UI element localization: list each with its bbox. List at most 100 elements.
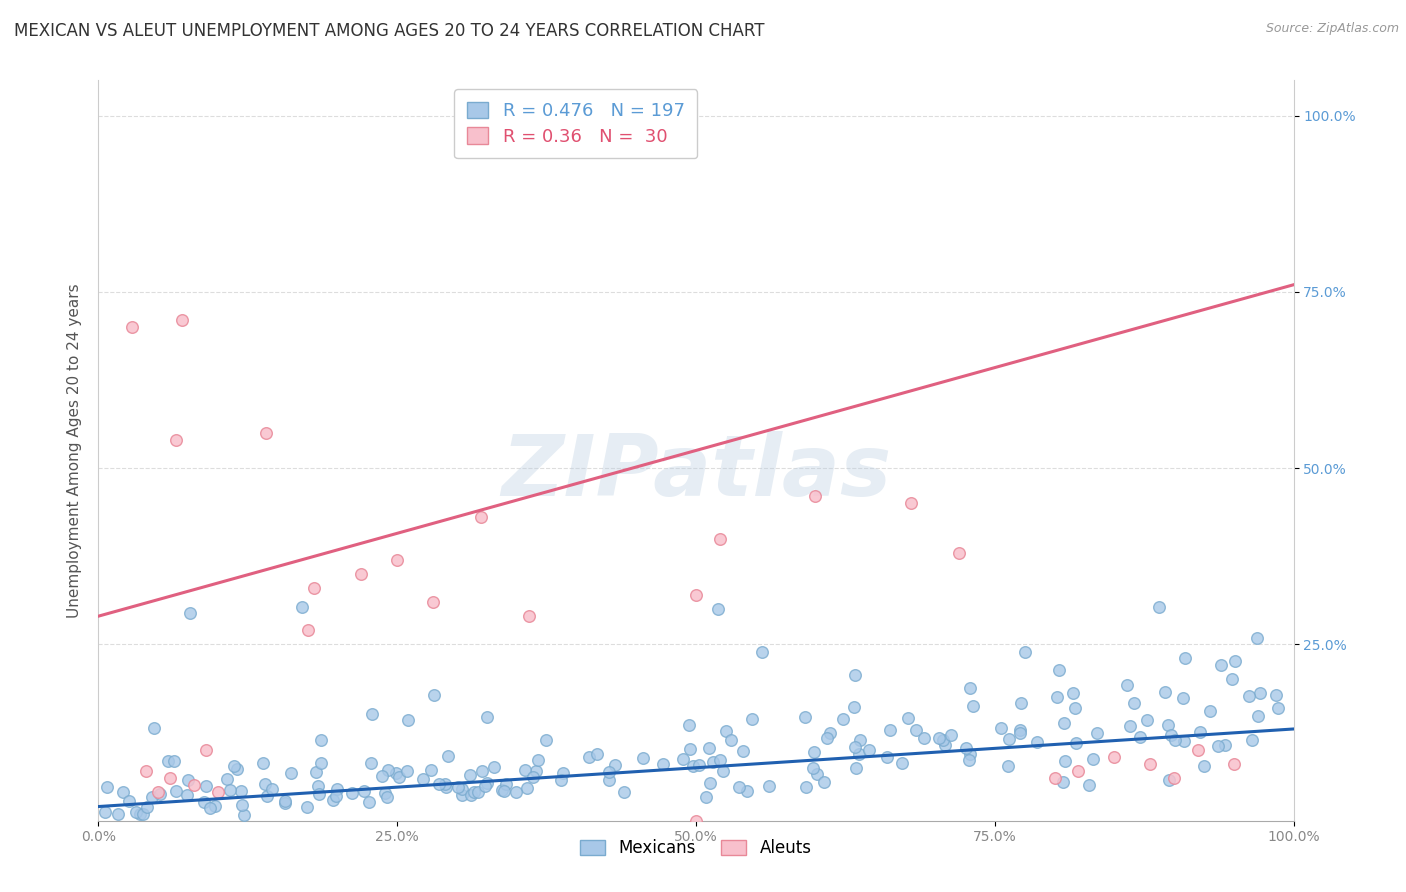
Point	[1171, 691, 1194, 706]
Point	[470, 510, 492, 524]
Point	[326, 782, 349, 797]
Point	[939, 728, 962, 742]
Point	[1206, 739, 1229, 753]
Point	[672, 752, 695, 766]
Point	[741, 712, 763, 726]
Point	[142, 721, 165, 735]
Point	[135, 764, 157, 779]
Point	[1174, 650, 1197, 665]
Point	[1139, 757, 1161, 772]
Point	[1053, 754, 1076, 768]
Point	[815, 731, 838, 745]
Point	[350, 566, 373, 581]
Point	[1025, 735, 1047, 749]
Point	[751, 645, 773, 659]
Point	[1122, 697, 1144, 711]
Point	[934, 738, 956, 752]
Point	[1064, 736, 1087, 750]
Point	[1008, 726, 1031, 740]
Point	[1064, 701, 1087, 715]
Point	[1043, 772, 1066, 786]
Point	[688, 758, 710, 772]
Point	[959, 747, 981, 762]
Point	[231, 784, 253, 798]
Point	[176, 788, 198, 802]
Point	[307, 779, 329, 793]
Point	[720, 732, 742, 747]
Point	[128, 807, 150, 822]
Point	[471, 764, 494, 779]
Point	[467, 785, 489, 799]
Point	[340, 786, 363, 800]
Point	[1192, 759, 1215, 773]
Point	[131, 807, 153, 822]
Point	[876, 750, 898, 764]
Point	[183, 778, 205, 792]
Point	[1222, 673, 1244, 687]
Point	[231, 798, 253, 813]
Point	[758, 779, 780, 793]
Point	[422, 595, 444, 609]
Point	[603, 758, 626, 772]
Point	[844, 668, 866, 682]
Point	[806, 766, 828, 780]
Point	[176, 773, 198, 788]
Point	[517, 609, 540, 624]
Point	[374, 786, 396, 800]
Point	[522, 771, 544, 785]
Point	[682, 759, 704, 773]
Point	[460, 788, 482, 802]
Point	[1173, 733, 1195, 747]
Point	[121, 320, 143, 334]
Point	[997, 759, 1019, 773]
Point	[905, 723, 928, 737]
Point	[491, 782, 513, 797]
Point	[233, 807, 256, 822]
Point	[813, 775, 835, 789]
Point	[388, 770, 411, 784]
Point	[1067, 764, 1090, 779]
Point	[842, 699, 865, 714]
Point	[195, 743, 218, 757]
Point	[613, 785, 636, 799]
Point	[679, 742, 702, 756]
Point	[433, 777, 456, 791]
Point	[709, 753, 731, 767]
Point	[217, 772, 239, 786]
Point	[551, 765, 574, 780]
Point	[254, 777, 277, 791]
Point	[308, 788, 330, 802]
Point	[702, 755, 724, 769]
Point	[219, 782, 242, 797]
Point	[436, 749, 458, 764]
Point	[1116, 678, 1139, 692]
Point	[195, 780, 218, 794]
Point	[1157, 718, 1180, 732]
Point	[709, 532, 731, 546]
Point	[451, 788, 474, 802]
Point	[803, 745, 825, 759]
Point	[254, 425, 277, 440]
Point	[796, 780, 818, 794]
Point	[735, 784, 758, 798]
Point	[1154, 685, 1177, 699]
Point	[731, 743, 754, 757]
Point	[163, 754, 186, 768]
Point	[252, 756, 274, 770]
Text: ZIPatlas: ZIPatlas	[501, 431, 891, 514]
Point	[550, 773, 572, 788]
Point	[1223, 757, 1246, 772]
Point	[832, 712, 855, 726]
Point	[848, 747, 870, 762]
Point	[427, 777, 450, 791]
Point	[1160, 728, 1182, 742]
Point	[714, 723, 737, 738]
Point	[377, 789, 399, 804]
Point	[1104, 750, 1126, 764]
Point	[1223, 654, 1246, 668]
Point	[844, 740, 866, 755]
Point	[156, 755, 179, 769]
Point	[959, 681, 981, 695]
Point	[1241, 732, 1264, 747]
Point	[990, 721, 1012, 735]
